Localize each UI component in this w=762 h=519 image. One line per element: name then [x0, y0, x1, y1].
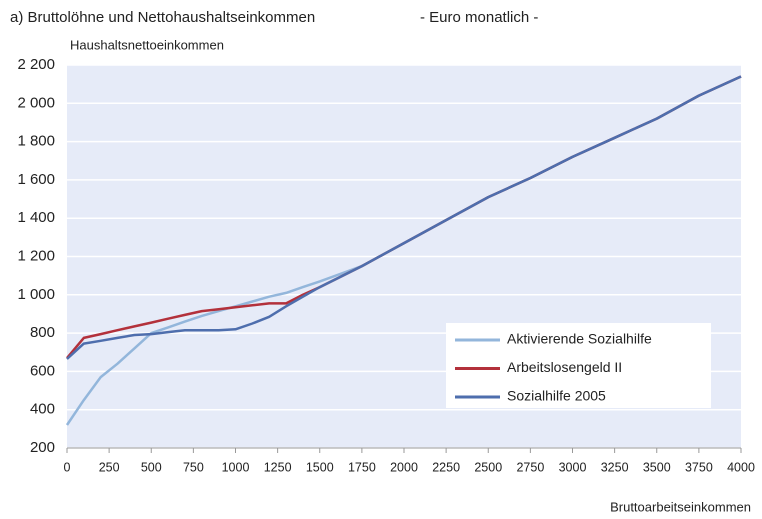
- x-tick-label: 2000: [390, 460, 418, 474]
- x-tick-label: 750: [183, 460, 204, 474]
- y-tick-label: 1 800: [17, 133, 55, 150]
- x-tick-label: 1500: [306, 460, 334, 474]
- y-tick-label: 800: [30, 324, 55, 341]
- x-tick-label: 0: [64, 460, 71, 474]
- chart-subtitle: - Euro monatlich -: [420, 9, 538, 26]
- y-tick-label: 1 600: [17, 171, 55, 188]
- x-tick-label: 2250: [432, 460, 460, 474]
- y-tick-label: 2 000: [17, 94, 55, 111]
- x-tick-label: 3250: [601, 460, 629, 474]
- legend-label: Sozialhilfe 2005: [507, 388, 606, 404]
- x-tick-label: 2750: [516, 460, 544, 474]
- x-tick-label: 500: [141, 460, 162, 474]
- x-tick-label: 1750: [348, 460, 376, 474]
- x-tick-label: 3750: [685, 460, 713, 474]
- x-tick-label: 2500: [474, 460, 502, 474]
- y-tick-label: 600: [30, 362, 55, 379]
- chart-title: a) Bruttolöhne und Nettohaushaltseinkomm…: [10, 9, 315, 26]
- x-tick-label: 4000: [727, 460, 755, 474]
- x-tick-label: 250: [99, 460, 120, 474]
- y-axis-label: Haushaltsnettoeinkommen: [70, 37, 224, 52]
- y-tick-label: 1 000: [17, 286, 55, 303]
- y-tick-label: 1 400: [17, 209, 55, 226]
- legend-label: Arbeitslosengeld II: [507, 359, 622, 375]
- y-tick-label: 2 200: [17, 56, 55, 73]
- x-tick-label: 3500: [643, 460, 671, 474]
- x-tick-label: 1000: [222, 460, 250, 474]
- y-tick-label: 400: [30, 401, 55, 418]
- x-tick-label: 3000: [559, 460, 587, 474]
- y-tick-label: 1 200: [17, 247, 55, 264]
- x-tick-label: 1250: [264, 460, 292, 474]
- series-line: [66, 75, 742, 360]
- x-axis-label: Bruttoarbeitseinkommen: [610, 499, 751, 514]
- legend-box: [446, 323, 711, 408]
- y-tick-label: 200: [30, 439, 55, 456]
- legend-label: Aktivierende Sozialhilfe: [507, 331, 652, 347]
